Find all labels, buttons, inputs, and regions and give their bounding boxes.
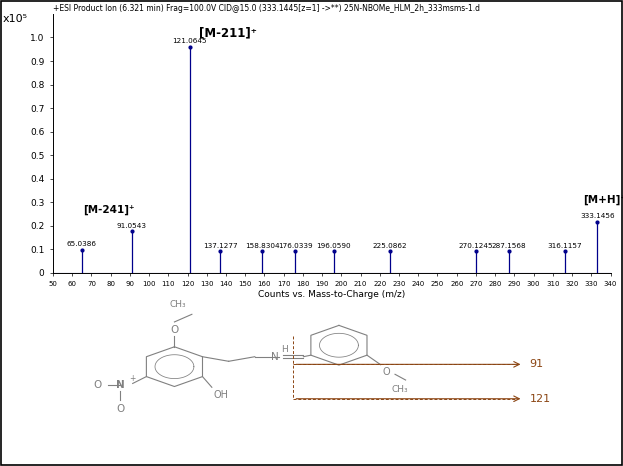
Text: 316.1157: 316.1157: [547, 243, 582, 249]
Y-axis label: x10⁵: x10⁵: [3, 14, 28, 24]
Text: N: N: [271, 352, 278, 362]
Text: O: O: [170, 324, 179, 335]
Text: 121.0645: 121.0645: [173, 38, 207, 44]
Text: O: O: [116, 404, 125, 414]
Text: H: H: [281, 345, 288, 355]
X-axis label: Counts vs. Mass-to-Charge (m/z): Counts vs. Mass-to-Charge (m/z): [258, 290, 406, 299]
Text: N: N: [116, 380, 125, 390]
Text: [M+H]⁺: [M+H]⁺: [584, 195, 623, 205]
Text: CH₃: CH₃: [391, 385, 407, 394]
Text: 137.1277: 137.1277: [203, 243, 238, 249]
Text: 176.0339: 176.0339: [278, 243, 313, 249]
Text: +: +: [129, 375, 135, 384]
Text: O: O: [93, 380, 102, 390]
Text: 270.1245: 270.1245: [459, 243, 493, 249]
Text: [M-241]⁺: [M-241]⁺: [83, 204, 135, 214]
Text: 65.0386: 65.0386: [67, 241, 97, 247]
Text: CH₃: CH₃: [169, 300, 186, 308]
Text: 91.0543: 91.0543: [117, 223, 147, 229]
Text: 196.0590: 196.0590: [316, 243, 351, 249]
Text: 91: 91: [530, 359, 544, 370]
Text: OH: OH: [214, 390, 229, 400]
Text: +ESI Product Ion (6.321 min) Frag=100.0V CID@15.0 (333.1445[z=1] ->**) 25N-NBOMe: +ESI Product Ion (6.321 min) Frag=100.0V…: [53, 4, 480, 13]
Text: 225.0862: 225.0862: [373, 243, 407, 249]
Text: [M-211]⁺: [M-211]⁺: [199, 27, 257, 39]
Text: 333.1456: 333.1456: [580, 213, 615, 219]
Text: 287.1568: 287.1568: [492, 243, 526, 249]
Text: O: O: [383, 367, 390, 377]
Text: 158.8304: 158.8304: [245, 243, 280, 249]
Text: 121: 121: [530, 394, 551, 404]
